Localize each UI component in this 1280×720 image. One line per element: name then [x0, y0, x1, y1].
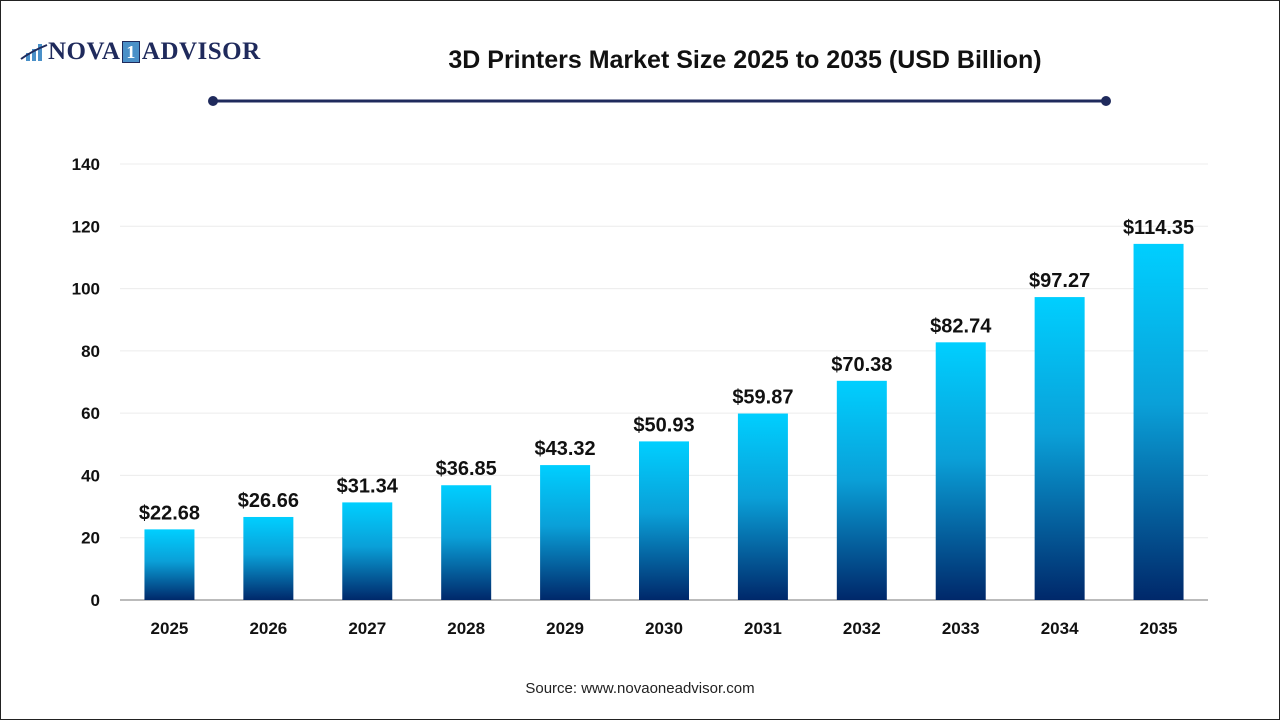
title-line-dot-left	[208, 96, 218, 106]
logo-text-left: NOVA	[48, 38, 121, 65]
x-tick-label: 2028	[447, 619, 485, 638]
bar-2025	[144, 529, 195, 600]
data-label: $31.34	[337, 475, 399, 497]
x-tick-label: 2030	[645, 619, 683, 638]
data-label: $43.32	[535, 438, 596, 460]
nova-advisor-logo: NOVA 1 ADVISOR	[20, 38, 261, 66]
bar-2032	[836, 380, 887, 600]
data-label: $50.93	[633, 414, 694, 436]
x-tick-label: 2031	[744, 619, 782, 638]
bar-2028	[441, 485, 492, 600]
bar-2027	[342, 502, 393, 600]
data-label: $26.66	[238, 490, 299, 512]
y-tick-label: 60	[81, 404, 100, 423]
y-tick-label: 80	[81, 342, 100, 361]
x-tick-label: 2032	[843, 619, 881, 638]
data-label: $22.68	[139, 502, 200, 524]
title-line-dot-right	[1101, 96, 1111, 106]
y-tick-label: 0	[91, 591, 100, 610]
data-label: $59.87	[732, 387, 793, 409]
y-tick-label: 140	[72, 155, 100, 174]
x-tick-label: 2035	[1140, 619, 1178, 638]
data-label: $114.35	[1123, 217, 1194, 239]
x-tick-label: 2033	[942, 619, 980, 638]
bar-2035	[1133, 243, 1184, 601]
bar-2030	[639, 441, 689, 600]
x-tick-label: 2026	[249, 619, 287, 638]
y-tick-label: 20	[81, 529, 100, 548]
bar-2026	[243, 516, 294, 600]
x-tick-label: 2029	[546, 619, 584, 638]
bar-chart-logo-icon	[20, 44, 48, 61]
data-label: $82.74	[930, 315, 992, 337]
data-label: $97.27	[1029, 270, 1090, 292]
x-tick-label: 2027	[348, 619, 386, 638]
bar-2034	[1034, 297, 1085, 600]
data-label: $70.38	[831, 354, 892, 376]
logo-text-right: ADVISOR	[141, 38, 261, 65]
source-note: Source: www.novaoneadvisor.com	[525, 680, 755, 697]
data-label: $36.85	[436, 458, 497, 480]
x-tick-label: 2034	[1041, 619, 1079, 638]
y-tick-label: 120	[72, 217, 100, 236]
y-tick-label: 40	[81, 466, 100, 485]
bar-2029	[540, 465, 591, 600]
logo-mark: 1	[122, 41, 140, 63]
y-tick-label: 100	[72, 280, 100, 299]
bar-2033	[935, 342, 986, 600]
x-tick-label: 2025	[151, 619, 189, 638]
bar-2031	[737, 413, 788, 600]
chart-title: 3D Printers Market Size 2025 to 2035 (US…	[448, 46, 1042, 74]
